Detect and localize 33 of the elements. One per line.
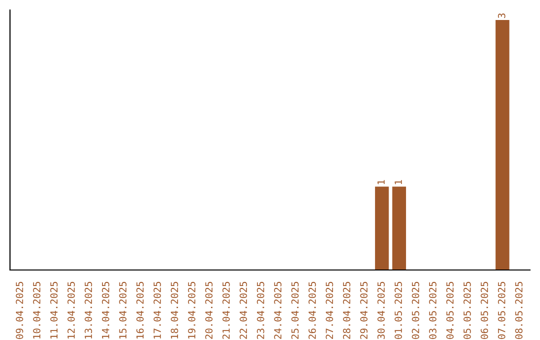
x-tick-label: 15.04.2025	[119, 282, 126, 338]
x-tick-label: 25.04.2025	[291, 282, 299, 339]
x-tick-label: 19.04.2025	[188, 282, 196, 338]
data-label: 3	[498, 13, 506, 18]
x-tick-label: 14.04.2025	[102, 282, 110, 338]
x-tick-label: 07.05.2025	[498, 282, 506, 340]
data-label: 1	[394, 180, 402, 184]
x-tick-label: 06.05.2025	[480, 282, 488, 340]
x-tick-label: 17.04.2025	[154, 282, 161, 338]
x-tick-label: 09.04.2025	[16, 282, 24, 340]
x-tick-label: 24.04.2025	[274, 282, 282, 339]
x-tick-label: 30.04.2025	[377, 282, 385, 339]
x-tick-label: 18.04.2025	[170, 282, 178, 338]
x-tick-label: 04.05.2025	[446, 282, 454, 340]
x-tick-label: 13.04.2025	[84, 282, 92, 338]
x-tick-label: 05.05.2025	[464, 282, 471, 340]
x-tick-label: 02.05.2025	[412, 282, 420, 340]
x-tick-label: 28.04.2025	[342, 282, 350, 339]
x-tick-label: 20.04.2025	[205, 282, 213, 339]
x-tick-label: 10.04.2025	[33, 282, 40, 338]
x-tick-label: 22.04.2025	[240, 282, 248, 339]
data-label: 1	[378, 180, 385, 184]
x-tick-label: 16.04.2025	[136, 282, 144, 338]
x-tick-label: 21.04.2025	[222, 282, 230, 339]
x-tick-label: 01.05.2025	[394, 282, 402, 340]
x-tick-label: 29.04.2025	[360, 282, 368, 339]
x-tick-label: 26.04.2025	[308, 282, 316, 339]
x-tick-label: 23.04.2025	[256, 282, 264, 339]
x-tick-label: 12.04.2025	[67, 282, 75, 338]
x-tick-label: 03.05.2025	[429, 282, 436, 340]
x-tick-label: 11.04.2025	[50, 282, 58, 338]
x-tick-label: 08.05.2025	[515, 282, 523, 340]
x-tick-label: 27.04.2025	[326, 282, 334, 339]
